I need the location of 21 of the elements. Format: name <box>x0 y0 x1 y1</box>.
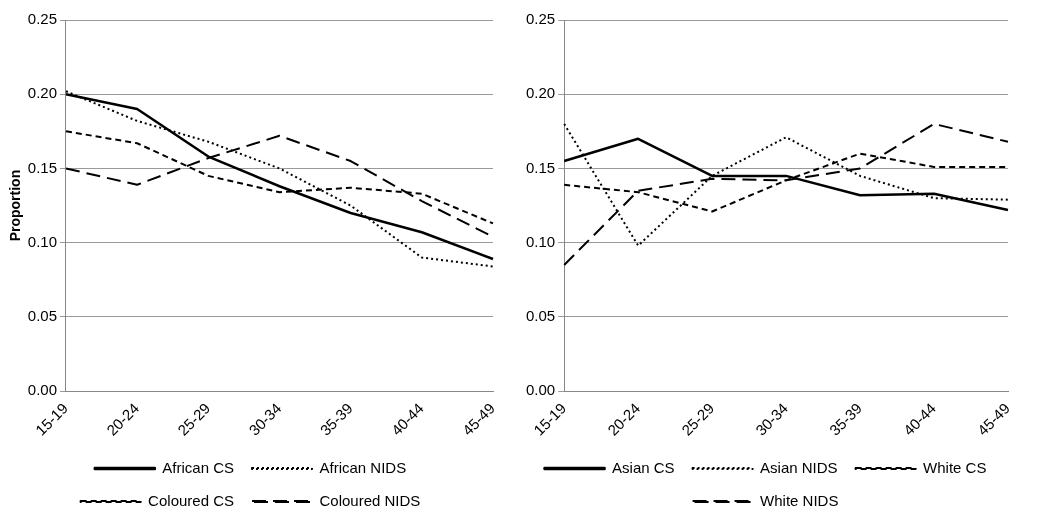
y-tick-label: 0.10 <box>27 232 57 250</box>
y-tick-label: 0.05 <box>27 307 57 325</box>
y-tick-label: 0.00 <box>27 381 57 399</box>
y-tick-label: 0.00 <box>525 381 556 399</box>
y-tick-label: 0.20 <box>525 84 556 102</box>
y-tick-label: 0.10 <box>525 232 556 250</box>
legend-label: Coloured NIDS <box>319 491 421 509</box>
y-tick-label: 0.25 <box>525 10 556 28</box>
legend-label: African NIDS <box>319 458 407 476</box>
y-axis-title: Proportion <box>7 169 24 242</box>
legend-label: Coloured CS <box>148 491 235 509</box>
legend-label: Asian CS <box>612 458 675 476</box>
y-tick-label: 0.20 <box>27 84 57 102</box>
y-tick-label: 0.15 <box>525 158 556 176</box>
y-tick-label: 0.15 <box>27 158 57 176</box>
y-tick-label: 0.25 <box>27 10 57 28</box>
legend-label: White NIDS <box>760 491 839 509</box>
legend-label: White CS <box>923 458 987 476</box>
y-tick-label: 0.05 <box>525 307 556 325</box>
legend-label: Asian NIDS <box>760 458 838 476</box>
legend-label: African CS <box>162 458 235 476</box>
